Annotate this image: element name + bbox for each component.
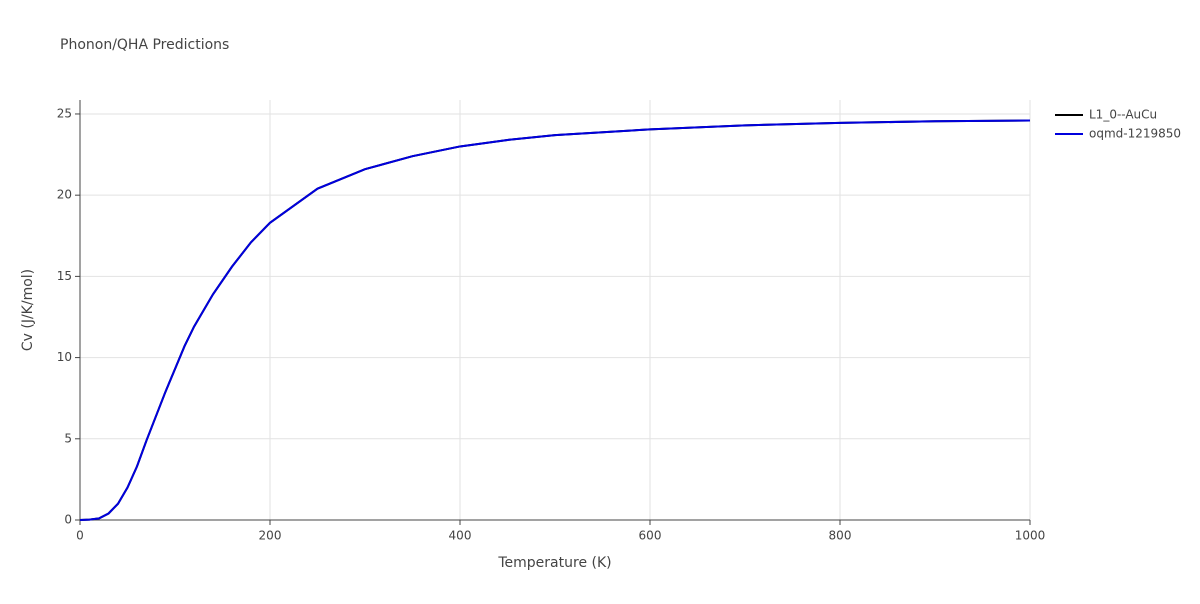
x-tick-label: 1000 — [1015, 529, 1046, 543]
y-tick-label: 0 — [64, 513, 72, 527]
y-tick-label: 20 — [57, 188, 72, 202]
y-tick-label: 15 — [57, 269, 72, 283]
x-axis-label: Temperature (K) — [497, 555, 611, 571]
x-tick-label: 600 — [639, 529, 662, 543]
x-tick-label: 0 — [76, 529, 84, 543]
y-tick-label: 5 — [64, 431, 72, 445]
y-axis-label: Cv (J/K/mol) — [20, 269, 36, 351]
legend-label: L1_0--AuCu — [1089, 108, 1157, 122]
y-tick-label: 10 — [57, 350, 72, 364]
x-tick-label: 400 — [449, 529, 472, 543]
chart-title: Phonon/QHA Predictions — [60, 37, 229, 53]
x-tick-label: 200 — [259, 529, 282, 543]
legend-label: oqmd-1219850 — [1089, 127, 1181, 141]
x-tick-label: 800 — [829, 529, 852, 543]
line — [79, 119, 1031, 521]
y-tick-label: 25 — [57, 106, 72, 120]
line — [79, 119, 1031, 521]
